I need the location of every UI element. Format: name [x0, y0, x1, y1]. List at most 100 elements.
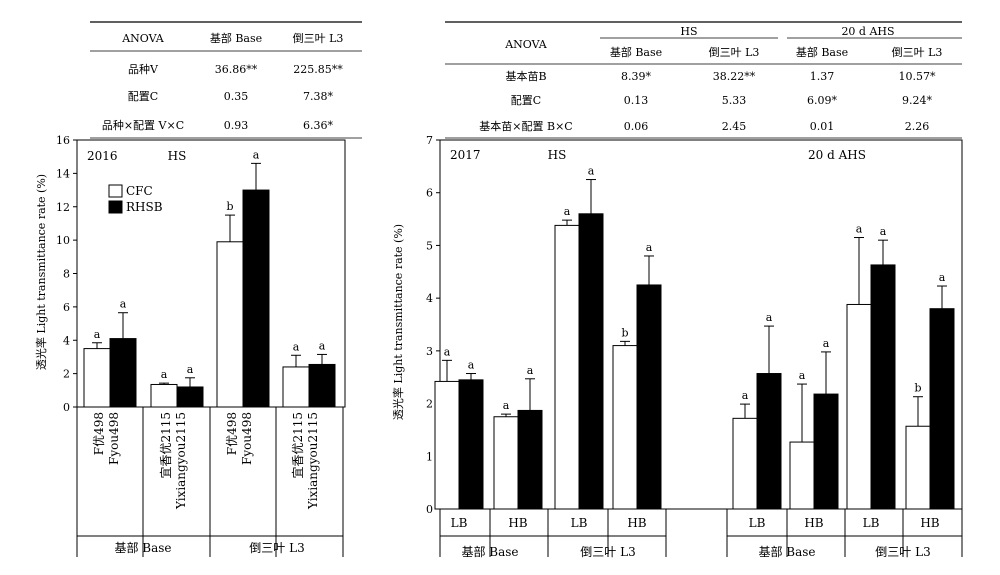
y-tick-label: 14: [56, 167, 70, 180]
y-tick-label: 2: [426, 398, 433, 411]
significance-letter: a: [161, 368, 168, 381]
significance-letter: a: [527, 364, 534, 377]
table-cell: 基本苗×配置 B×C: [479, 119, 572, 133]
category-label: HB: [920, 516, 939, 530]
bar: [813, 393, 839, 510]
table-cell: 品种×配置 V×C: [102, 118, 184, 132]
bar: [282, 366, 310, 408]
category-label: 宜香优2115: [290, 412, 305, 479]
y-tick-label: 7: [426, 134, 433, 147]
group-label: 倒三叶 L3: [580, 545, 635, 559]
y-tick-label: 6: [63, 301, 70, 314]
significance-letter: a: [293, 340, 300, 353]
significance-letter: b: [621, 326, 628, 339]
bar: [216, 241, 244, 408]
condition-label: HS: [548, 148, 567, 162]
plot-frame: [439, 139, 963, 510]
table-spanner: 20 d AHS: [841, 25, 894, 38]
category-label: F优498: [225, 412, 239, 455]
bar: [732, 417, 758, 510]
y-tick-label: 10: [56, 234, 70, 247]
table-cell: 6.09*: [807, 94, 837, 107]
group-label: 基部 Base: [114, 540, 171, 555]
bar: [905, 425, 931, 510]
significance-letter: a: [939, 271, 946, 284]
table-cell: 0.06: [624, 120, 649, 133]
table-cell: 0.01: [810, 120, 835, 133]
significance-letter: a: [503, 399, 510, 412]
bar: [929, 308, 955, 510]
significance-letter: a: [253, 148, 260, 161]
table-cell: 0.13: [624, 94, 649, 107]
significance-letter: a: [444, 345, 451, 358]
significance-letter: a: [564, 205, 571, 218]
legend-swatch: [108, 184, 123, 198]
significance-letter: a: [94, 328, 101, 341]
y-tick-label: 0: [63, 401, 70, 414]
y-tick-label: 12: [56, 201, 70, 214]
bar: [83, 348, 111, 408]
table-header-cell: 倒三叶 L3: [709, 46, 760, 59]
bar: [493, 416, 519, 510]
bar: [636, 284, 662, 510]
table-cell: 配置C: [511, 94, 541, 107]
table-header-cell: 倒三叶 L3: [892, 46, 943, 59]
y-tick-label: 4: [426, 292, 433, 305]
bar: [756, 373, 782, 510]
table-cell: 38.22**: [713, 70, 756, 83]
y-tick-label: 5: [426, 239, 433, 252]
table-cell: 10.57*: [899, 70, 936, 83]
significance-letter: a: [120, 298, 127, 311]
category-label: F优498: [92, 412, 106, 455]
y-tick-label: 4: [63, 334, 70, 347]
bar: [242, 189, 270, 408]
table-cell: 配置C: [128, 90, 158, 103]
y-tick-label: 1: [426, 450, 433, 463]
table-cell: 8.39*: [621, 70, 651, 83]
table-header-cell: 基部 Base: [610, 45, 662, 59]
bar: [176, 386, 204, 408]
group-label: 倒三叶 L3: [249, 541, 304, 555]
category-label: Yixiangyou2115: [306, 412, 320, 510]
condition-label: 20 d AHS: [808, 148, 866, 162]
group-label: 基部 Base: [758, 544, 815, 559]
table-cell: 5.33: [722, 94, 747, 107]
right-panel-2017: HS 20 d AHS ANOVA 基部 Base 倒三叶 L3 基部 Base 倒三叶 L…: [391, 21, 963, 559]
left-panel-2016: ANOVA 基部 Base 倒三叶 L3 品种V 36.86** 225.85** 配置C 0…: [34, 21, 362, 557]
bar: [846, 303, 872, 510]
table-header-cell: 基部 Base: [796, 45, 848, 59]
y-tick-label: 3: [426, 345, 433, 358]
y-tick-label: 2: [63, 368, 70, 381]
year-label: 2017: [450, 148, 481, 162]
table-cell: 7.38*: [303, 90, 333, 103]
table-spanner: HS: [680, 25, 697, 38]
significance-letter: a: [856, 223, 863, 236]
bar: [308, 363, 336, 408]
significance-letter: a: [468, 359, 475, 372]
y-tick-label: 6: [426, 187, 433, 200]
category-label: Fyou498: [107, 412, 121, 465]
significance-letter: b: [914, 382, 921, 395]
table-cell: 2.45: [722, 120, 747, 133]
condition-label: HS: [168, 149, 187, 163]
significance-letter: a: [319, 339, 326, 352]
bar: [150, 383, 178, 408]
bar: [434, 380, 460, 510]
category-label: LB: [571, 516, 588, 530]
significance-letter: a: [799, 369, 806, 382]
table-cell: 2.26: [905, 120, 930, 133]
y-axis-title: 透光率 Light transmittance rate (%): [34, 174, 48, 370]
bar: [109, 338, 137, 408]
table-header-cell: 倒三叶 L3: [293, 32, 344, 45]
y-tick-label: 8: [63, 268, 70, 281]
significance-letter: a: [880, 225, 887, 238]
significance-letter: a: [646, 241, 653, 254]
bar: [517, 409, 543, 510]
table-cell: 1.37: [810, 70, 835, 83]
y-tick-label: 16: [56, 134, 70, 147]
table-header-cell: 基部 Base: [210, 31, 262, 45]
table-cell: 225.85**: [293, 63, 343, 76]
table-cell: 6.36*: [303, 119, 333, 132]
table-cell: 基本苗B: [505, 69, 546, 83]
table-header-cell: ANOVA: [121, 32, 165, 45]
